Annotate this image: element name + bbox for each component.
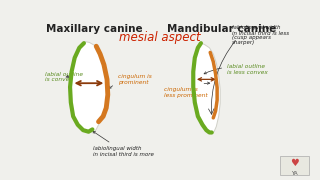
Polygon shape	[70, 42, 108, 133]
Polygon shape	[193, 43, 220, 134]
Text: cingulum is
prominent: cingulum is prominent	[109, 74, 152, 89]
Text: cingulum is
less prominent: cingulum is less prominent	[164, 82, 210, 98]
Text: Maxillary canine: Maxillary canine	[46, 24, 143, 34]
Text: labiolingual width
in incisal third is less: labiolingual width in incisal third is l…	[232, 25, 289, 36]
Text: Mandibular canine: Mandibular canine	[167, 24, 276, 34]
Text: labial outline
is convex: labial outline is convex	[45, 72, 83, 82]
FancyBboxPatch shape	[280, 156, 309, 175]
Text: labial outline
is less convex: labial outline is less convex	[204, 64, 268, 75]
Text: ♥: ♥	[290, 158, 299, 168]
Text: mesial aspect: mesial aspect	[119, 31, 201, 44]
Text: labiolingual width
in incisal third is more: labiolingual width in incisal third is m…	[93, 131, 154, 157]
Text: (cusp appears
sharper): (cusp appears sharper)	[232, 35, 271, 46]
Text: YA: YA	[291, 171, 298, 176]
